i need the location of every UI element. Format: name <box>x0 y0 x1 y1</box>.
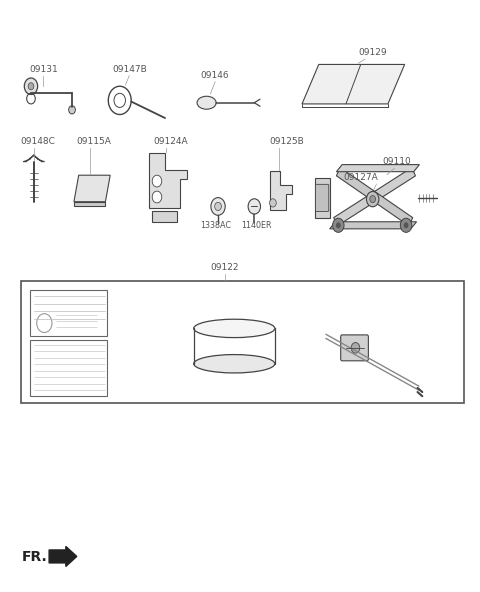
Text: 09115A: 09115A <box>77 137 112 146</box>
Polygon shape <box>74 202 106 206</box>
Polygon shape <box>74 175 110 202</box>
FancyBboxPatch shape <box>30 290 108 336</box>
Circle shape <box>404 223 408 229</box>
Circle shape <box>270 199 276 207</box>
Circle shape <box>69 106 75 114</box>
Text: 09131: 09131 <box>29 65 58 74</box>
Circle shape <box>24 78 37 95</box>
FancyBboxPatch shape <box>30 340 108 396</box>
Polygon shape <box>330 222 417 229</box>
Circle shape <box>336 223 341 229</box>
Circle shape <box>333 218 344 233</box>
Circle shape <box>215 202 221 211</box>
Polygon shape <box>24 155 44 162</box>
Polygon shape <box>49 546 77 567</box>
Circle shape <box>370 195 375 202</box>
Circle shape <box>152 175 162 187</box>
Text: 09146: 09146 <box>201 71 229 80</box>
Ellipse shape <box>194 319 275 337</box>
Text: 09110: 09110 <box>382 157 411 166</box>
Text: 09124A: 09124A <box>153 137 188 146</box>
Text: 09147B: 09147B <box>112 65 147 74</box>
Ellipse shape <box>194 355 275 373</box>
Text: 1338AC: 1338AC <box>200 221 231 230</box>
Text: 09148C: 09148C <box>21 137 55 146</box>
Circle shape <box>211 198 225 215</box>
Polygon shape <box>270 171 291 210</box>
Polygon shape <box>334 168 416 226</box>
Polygon shape <box>336 168 413 226</box>
Polygon shape <box>152 211 177 223</box>
Circle shape <box>351 343 360 353</box>
Polygon shape <box>315 178 330 218</box>
Circle shape <box>28 83 34 90</box>
Text: 09122: 09122 <box>210 263 239 272</box>
Polygon shape <box>336 165 420 172</box>
Circle shape <box>400 218 412 233</box>
Ellipse shape <box>197 96 216 109</box>
FancyBboxPatch shape <box>315 184 329 211</box>
FancyBboxPatch shape <box>341 335 368 361</box>
Circle shape <box>366 191 379 207</box>
Polygon shape <box>302 65 405 104</box>
Text: 09125B: 09125B <box>270 137 304 146</box>
Circle shape <box>152 191 162 203</box>
FancyBboxPatch shape <box>22 281 464 403</box>
Circle shape <box>248 199 261 214</box>
Text: FR.: FR. <box>22 549 47 564</box>
Text: 09129: 09129 <box>359 49 387 57</box>
Text: 1140ER: 1140ER <box>241 221 272 230</box>
Polygon shape <box>149 153 187 208</box>
Text: 09127A: 09127A <box>343 173 378 182</box>
